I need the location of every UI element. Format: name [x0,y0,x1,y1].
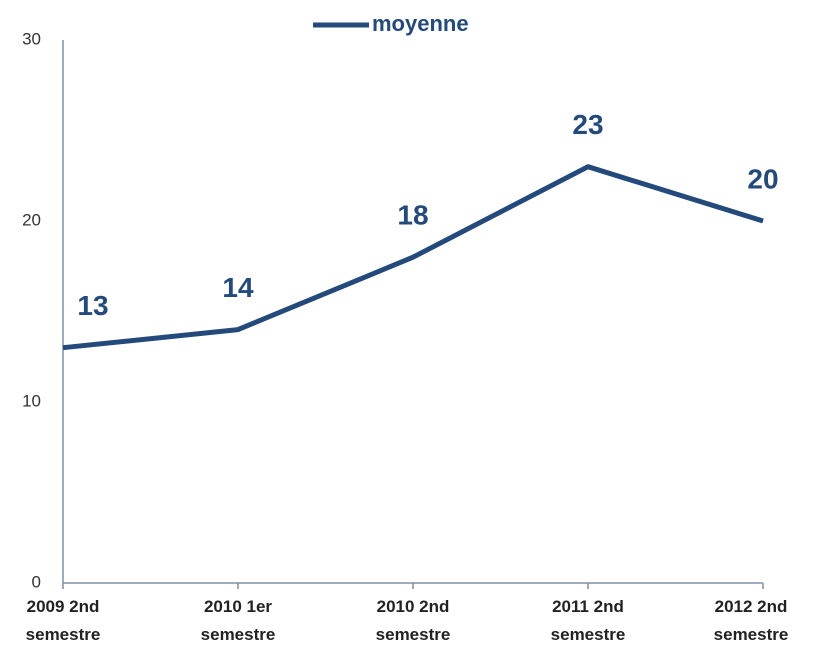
y-tick-label: 0 [32,572,41,591]
data-label: 13 [77,290,108,321]
x-tick-label: 2010 1er semestre [200,597,276,644]
y-tick-label: 20 [22,210,41,229]
data-label: 18 [397,200,428,231]
data-label: 20 [747,163,778,194]
y-tick-label: 10 [22,391,41,410]
y-tick-label: 30 [22,29,41,48]
x-tick-label: 2011 2nd semestre [550,597,626,644]
x-tick-label: 2010 2nd semestre [375,597,451,644]
x-tick-label: 2012 2nd semestre [713,597,789,644]
data-label: 23 [572,109,603,140]
x-tick-label: 2009 2nd semestre [25,597,101,644]
legend-label: moyenne [372,11,469,36]
data-label: 14 [222,272,254,303]
line [62,164,764,351]
